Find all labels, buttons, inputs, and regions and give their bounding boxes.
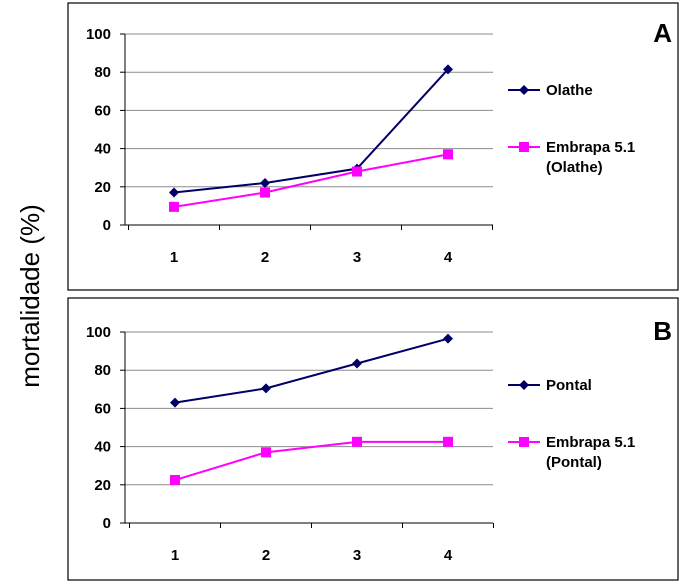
y-tick-label: 40 [94,439,111,456]
y-tick-label: 60 [94,102,111,119]
panel-frame [67,297,679,581]
y-axis: 0 20 40 60 80 100 [86,26,493,234]
data-point [352,166,362,177]
x-tick-label: 4 [444,249,453,266]
x-tick-label: 1 [171,547,179,564]
legend-entry: Embrapa 5.1 (Pontal) [508,434,635,471]
y-tick-label: 80 [94,362,111,379]
y-tick-label: 100 [86,324,111,341]
data-point [261,447,271,458]
legend-entry: Olathe [508,82,593,99]
series-line [174,337,449,404]
y-tick-label: 20 [94,179,111,196]
panel-letter: B [653,316,672,346]
panel-frame [67,2,679,291]
data-point [260,187,270,198]
x-tick-label: 2 [261,249,269,266]
x-tick-label: 3 [353,249,361,266]
y-tick-label: 20 [94,477,111,494]
series-1 [170,333,453,408]
data-point [443,333,453,344]
data-point [169,201,179,212]
data-point [260,177,270,188]
legend-marker [519,85,529,95]
y-tick-label: 80 [94,64,111,81]
data-point [443,64,453,75]
legend-label: Embrapa 5.1 [546,434,635,451]
legend-entry: Pontal [508,377,592,394]
legend-label: Embrapa 5.1 [546,139,635,156]
data-point [443,436,453,447]
data-point [352,358,362,369]
data-point [261,383,271,394]
panel-b-chart: 0 20 40 60 80 100 1 2 3 4 Pontal Embrapa 5.1 (Pontal… [67,297,679,581]
data-point [352,436,362,447]
data-point [170,397,180,408]
series-line [174,440,448,481]
legend-label-line2: (Pontal) [546,454,602,471]
legend-label-line2: (Olathe) [546,159,603,176]
legend-marker [519,437,529,447]
series-line [173,68,449,194]
x-tick-label: 2 [262,547,270,564]
x-tick-label: 3 [353,547,361,564]
data-point [169,187,179,198]
legend-marker [519,142,529,152]
x-axis: 1 2 3 4 [128,225,493,266]
panel-a-chart: 0 20 40 60 80 100 1 2 3 4 Olathe Embrapa 5.1 (Olathe… [67,2,679,291]
series-line [173,153,449,208]
legend-marker [519,380,529,390]
y-tick-label: 0 [103,515,111,532]
series-2 [170,436,453,486]
legend-label: Pontal [546,377,592,394]
x-tick-label: 4 [444,547,453,564]
y-tick-label: 100 [86,26,111,43]
y-tick-label: 0 [103,217,111,234]
x-axis: 1 2 3 4 [129,523,494,564]
y-axis-label: mortalidade (%) [15,204,45,388]
series-2 [169,149,453,212]
legend-entry: Embrapa 5.1 (Olathe) [508,139,635,176]
data-point [170,475,180,486]
data-point [443,149,453,160]
panel-letter: A [653,18,672,48]
x-tick-label: 1 [170,249,178,266]
legend-label: Olathe [546,82,593,99]
y-tick-label: 40 [94,141,111,158]
y-tick-label: 60 [94,400,111,417]
